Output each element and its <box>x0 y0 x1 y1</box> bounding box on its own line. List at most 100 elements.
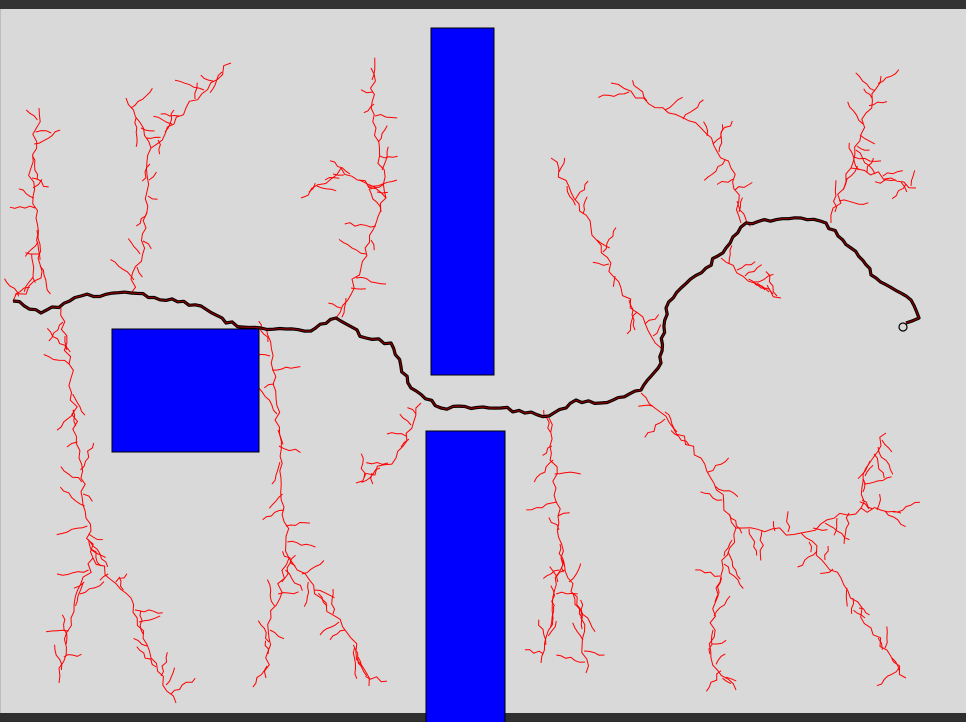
tree-twig <box>147 195 158 200</box>
tree-twig <box>736 261 756 271</box>
tree-twig <box>864 464 874 477</box>
tree-twig <box>765 271 778 297</box>
tree-twig <box>31 253 36 283</box>
tree-twig <box>285 521 310 527</box>
tree-twig <box>873 453 885 479</box>
tree-twig <box>258 320 269 343</box>
tree-twig <box>136 211 148 227</box>
tree-twig <box>141 163 151 182</box>
tree-twig <box>884 626 888 649</box>
tree-twig <box>269 629 285 640</box>
tree-twig <box>708 629 714 655</box>
scene-svg <box>4 27 921 722</box>
tree-twig <box>714 485 739 498</box>
tree-branch <box>288 557 370 687</box>
tree-twig <box>263 383 275 389</box>
tree-twig <box>355 276 387 285</box>
tree-twig <box>74 582 84 607</box>
tree-twig <box>18 188 35 199</box>
tree-branch <box>800 532 907 679</box>
tree-twig <box>866 157 874 173</box>
tree-twig <box>612 275 616 287</box>
tree-branch <box>125 97 152 294</box>
tree-twig <box>46 328 68 351</box>
tree-twig <box>160 652 168 677</box>
tree-twig <box>734 182 753 191</box>
tree-twig <box>157 139 161 155</box>
tree-twig <box>59 486 85 507</box>
tree-twig <box>200 74 214 82</box>
tree-twig <box>130 88 153 109</box>
tree-branch <box>736 506 902 536</box>
tree-twig <box>88 533 103 541</box>
tree-twig <box>884 510 906 528</box>
tree-twig <box>252 665 268 688</box>
tree-branch <box>830 75 882 224</box>
tree-twig <box>379 155 398 159</box>
tree-twig <box>370 239 375 251</box>
tree-twig <box>331 588 336 615</box>
tree-twig <box>134 609 163 614</box>
tree-twig <box>714 577 723 603</box>
tree-twig <box>381 146 389 171</box>
tree-twig <box>264 640 270 655</box>
tree-branch <box>150 62 232 149</box>
tree-twig <box>863 476 892 485</box>
tree-twig <box>557 512 570 517</box>
obstacle-rect-left <box>111 328 260 453</box>
tree-twig <box>110 259 135 281</box>
tree-twig <box>555 569 566 578</box>
tree-twig <box>838 199 869 205</box>
tree-twig <box>360 89 374 94</box>
tree-twig <box>547 620 557 637</box>
tree-twig <box>756 282 766 291</box>
tree-twig <box>344 222 377 228</box>
tree-branch <box>355 402 422 484</box>
tree-twig <box>134 117 138 147</box>
tree-twig <box>338 238 367 255</box>
tree-twig <box>548 517 560 531</box>
obstacle-rect-bottom <box>425 430 506 722</box>
tree-twig <box>142 240 152 250</box>
tree-twig <box>728 245 733 265</box>
tree-twig <box>582 196 588 215</box>
tree-twig <box>370 472 374 485</box>
tree-twig <box>628 299 636 331</box>
tree-twig <box>554 471 581 475</box>
tree-twig <box>99 573 109 581</box>
tree-twig <box>366 461 389 465</box>
tree-twig <box>281 554 296 583</box>
tree-twig <box>24 241 39 257</box>
tree-branch <box>610 82 742 224</box>
tree-twig <box>88 539 101 567</box>
tree-twig <box>72 409 77 427</box>
tree-twig <box>558 157 566 173</box>
tree-twig <box>328 302 342 309</box>
tree-twig <box>153 115 173 125</box>
tree-twig <box>72 393 86 416</box>
tree-twig <box>596 239 610 249</box>
tree-twig <box>262 509 285 521</box>
tree-twig <box>268 493 283 509</box>
tree-twig <box>715 653 726 665</box>
tree-twig <box>845 587 848 607</box>
tree-twig <box>60 466 83 483</box>
tree-twig <box>861 499 873 510</box>
tree-twig <box>538 619 547 646</box>
tree-twig <box>695 569 721 577</box>
tree-twig <box>127 238 141 255</box>
tree-twig <box>285 569 303 591</box>
tree-twig <box>400 438 410 448</box>
tree-twig <box>174 79 205 91</box>
tree-twig <box>874 179 897 184</box>
tree-twig <box>368 183 385 190</box>
tree-twig <box>868 101 888 107</box>
tree-twig <box>165 667 176 686</box>
tree-twig <box>56 569 89 576</box>
tree-twig <box>718 124 724 153</box>
tree-twig <box>722 677 732 685</box>
tree-twig <box>766 284 774 295</box>
tree-twig <box>314 589 335 599</box>
tree-twig <box>877 446 894 475</box>
tree-twig <box>386 432 407 437</box>
